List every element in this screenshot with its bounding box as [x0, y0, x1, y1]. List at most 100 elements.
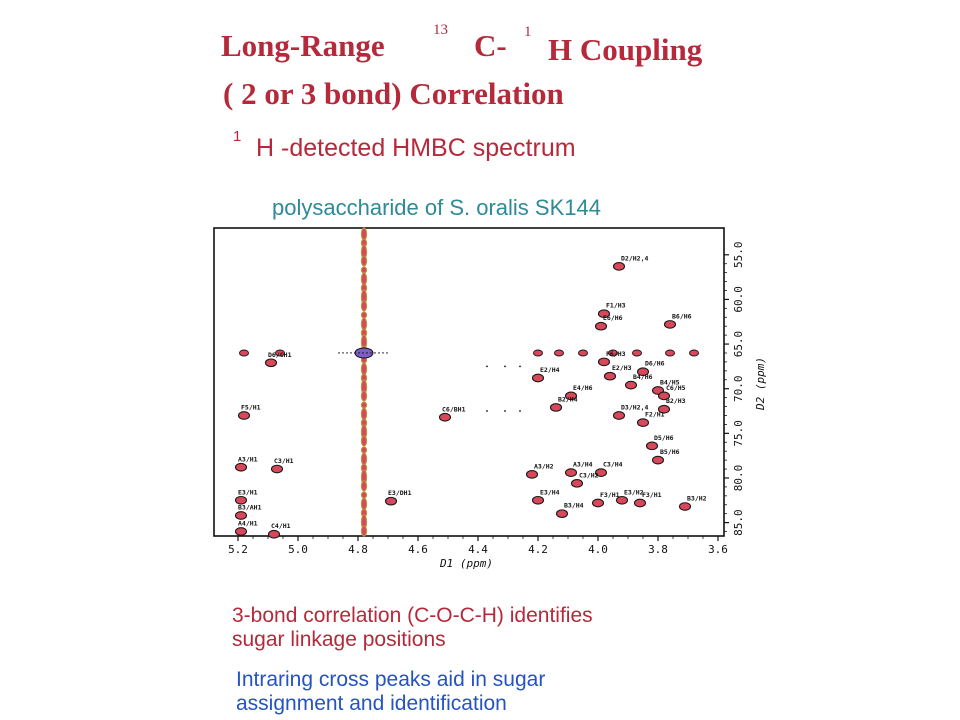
chart-subtitle: polysaccharide of S. oralis SK144	[272, 195, 601, 220]
peak-label: E6/H6	[603, 314, 623, 322]
stripe-contour	[360, 491, 368, 499]
stripe-contour	[360, 452, 368, 466]
streak-peak	[665, 349, 675, 357]
intraring-note-line1: Intraring cross peaks aid in sugar	[236, 668, 546, 691]
streak-peak	[275, 349, 285, 357]
peak-label: C6/BH1	[442, 405, 466, 413]
peak-label: B2/H3	[666, 397, 686, 405]
y-tick-label: 60.0	[732, 286, 745, 313]
title-correlation-line: ( 2 or 3 bond) Correlation	[223, 76, 564, 111]
cross-peak	[438, 412, 452, 422]
noise-dot	[519, 410, 521, 412]
y-tick-label: 75.0	[732, 420, 745, 447]
cross-peak	[234, 527, 248, 536]
title-superscript-1: 1	[524, 24, 532, 40]
cross-peaks	[234, 262, 692, 539]
hmbc-heading: H -detected HMBC spectrum	[256, 134, 576, 162]
plot-frame	[213, 227, 725, 537]
peak-label: C6/H5	[666, 384, 686, 392]
y-tick-label: 55.0	[732, 242, 745, 268]
cross-peak	[651, 455, 665, 465]
stripe-contour	[360, 407, 368, 421]
peak-label: C3/H1	[274, 457, 294, 465]
streak-peak	[578, 349, 588, 357]
peak-label: F3/H1	[642, 491, 662, 499]
peak-label: F5/H1	[241, 403, 261, 411]
peak-label: C3/H4	[603, 461, 623, 469]
noise-dot	[504, 410, 506, 412]
cross-peak	[657, 391, 671, 401]
peak-label: E2/H4	[540, 366, 560, 374]
x-tick-label: 4.6	[408, 543, 428, 556]
peak-label: B4/H5	[660, 378, 680, 386]
title-superscript-13: 13	[433, 22, 448, 38]
cross-peak	[615, 495, 629, 505]
noise-dot	[486, 365, 488, 368]
stripe-contour	[360, 362, 368, 376]
peak-label: B4/H6	[633, 373, 653, 381]
cross-peak	[570, 478, 584, 488]
x-tick-label: 4.0	[588, 543, 608, 556]
peak-label: D2/H2,4	[621, 254, 648, 262]
peak-label: B3/AH1	[238, 503, 262, 511]
streak-peak	[689, 349, 699, 357]
peak-label: A3/H1	[238, 455, 258, 463]
horizontal-streak	[239, 349, 699, 412]
cross-peak	[603, 371, 617, 381]
peak-labels: D2/H2,4 F1/H3 E6/H6 B6/H6 D6/CH1 F6/H3 D6/H6 E2…	[238, 254, 707, 530]
y-tick-label: 70.0	[732, 375, 745, 402]
peak-label: C4/H1	[271, 522, 291, 530]
peak-label: A3/H2	[534, 462, 554, 470]
peak-label: F6/H3	[606, 350, 626, 358]
y-axis-label: D2 (ppm)	[754, 357, 767, 411]
cross-peak	[597, 309, 611, 319]
cross-peak	[633, 498, 647, 508]
water-signal-stripe	[354, 227, 374, 537]
x-axis: 5.2 5.0 4.8 4.6 4.4 4.2 4.0 3.8 3.6	[228, 536, 728, 556]
cross-peak	[234, 511, 248, 520]
peak-label: D6/CH1	[268, 351, 292, 359]
x-axis-label: D1 (ppm)	[439, 557, 493, 570]
title-h-coupling: H Coupling	[548, 32, 703, 67]
y-tick-label: 65.0	[732, 331, 745, 358]
x-tick-label: 4.2	[528, 543, 548, 556]
peak-label: A3/H4	[573, 461, 593, 469]
peak-label: A4/H1	[238, 520, 258, 528]
peak-label: E3/H2	[624, 488, 644, 496]
cross-peak	[564, 391, 578, 401]
cross-peak	[549, 403, 563, 412]
peak-label: E3/H4	[540, 488, 560, 496]
noise-dot	[486, 410, 488, 412]
cross-peak	[612, 262, 626, 271]
cross-peak	[636, 418, 650, 427]
stripe-contour	[360, 446, 368, 454]
cross-peak	[267, 529, 281, 539]
y-tick-label: 85.0	[732, 509, 745, 536]
cross-peak	[234, 462, 248, 472]
cross-peak	[612, 411, 626, 420]
peak-label: E2/H3	[612, 364, 632, 372]
stripe-contour	[360, 525, 368, 537]
cross-peak	[237, 411, 251, 420]
stripe-contour	[360, 435, 368, 447]
cross-peak	[597, 357, 611, 367]
noise-dot	[504, 365, 506, 368]
streak-peak	[239, 349, 249, 357]
stripe-contour	[360, 480, 368, 492]
linkage-note-line2: sugar linkage positions	[232, 628, 446, 651]
x-tick-label: 4.8	[348, 543, 368, 556]
intraring-note-line2: assignment and identification	[236, 692, 507, 715]
stripe-contour	[360, 300, 368, 312]
x-tick-label: 3.6	[708, 543, 728, 556]
x-tick-label: 4.4	[468, 543, 488, 556]
streak-peak	[554, 349, 564, 357]
x-tick-label: 5.0	[288, 543, 308, 556]
stripe-contour	[360, 266, 368, 274]
stripe-contour	[360, 227, 368, 241]
peak-label: D6/H6	[645, 360, 665, 368]
streak-peak	[632, 349, 642, 357]
cross-peak	[591, 498, 605, 508]
cross-peak	[636, 367, 650, 377]
x-tick-label: 3.8	[648, 543, 668, 556]
